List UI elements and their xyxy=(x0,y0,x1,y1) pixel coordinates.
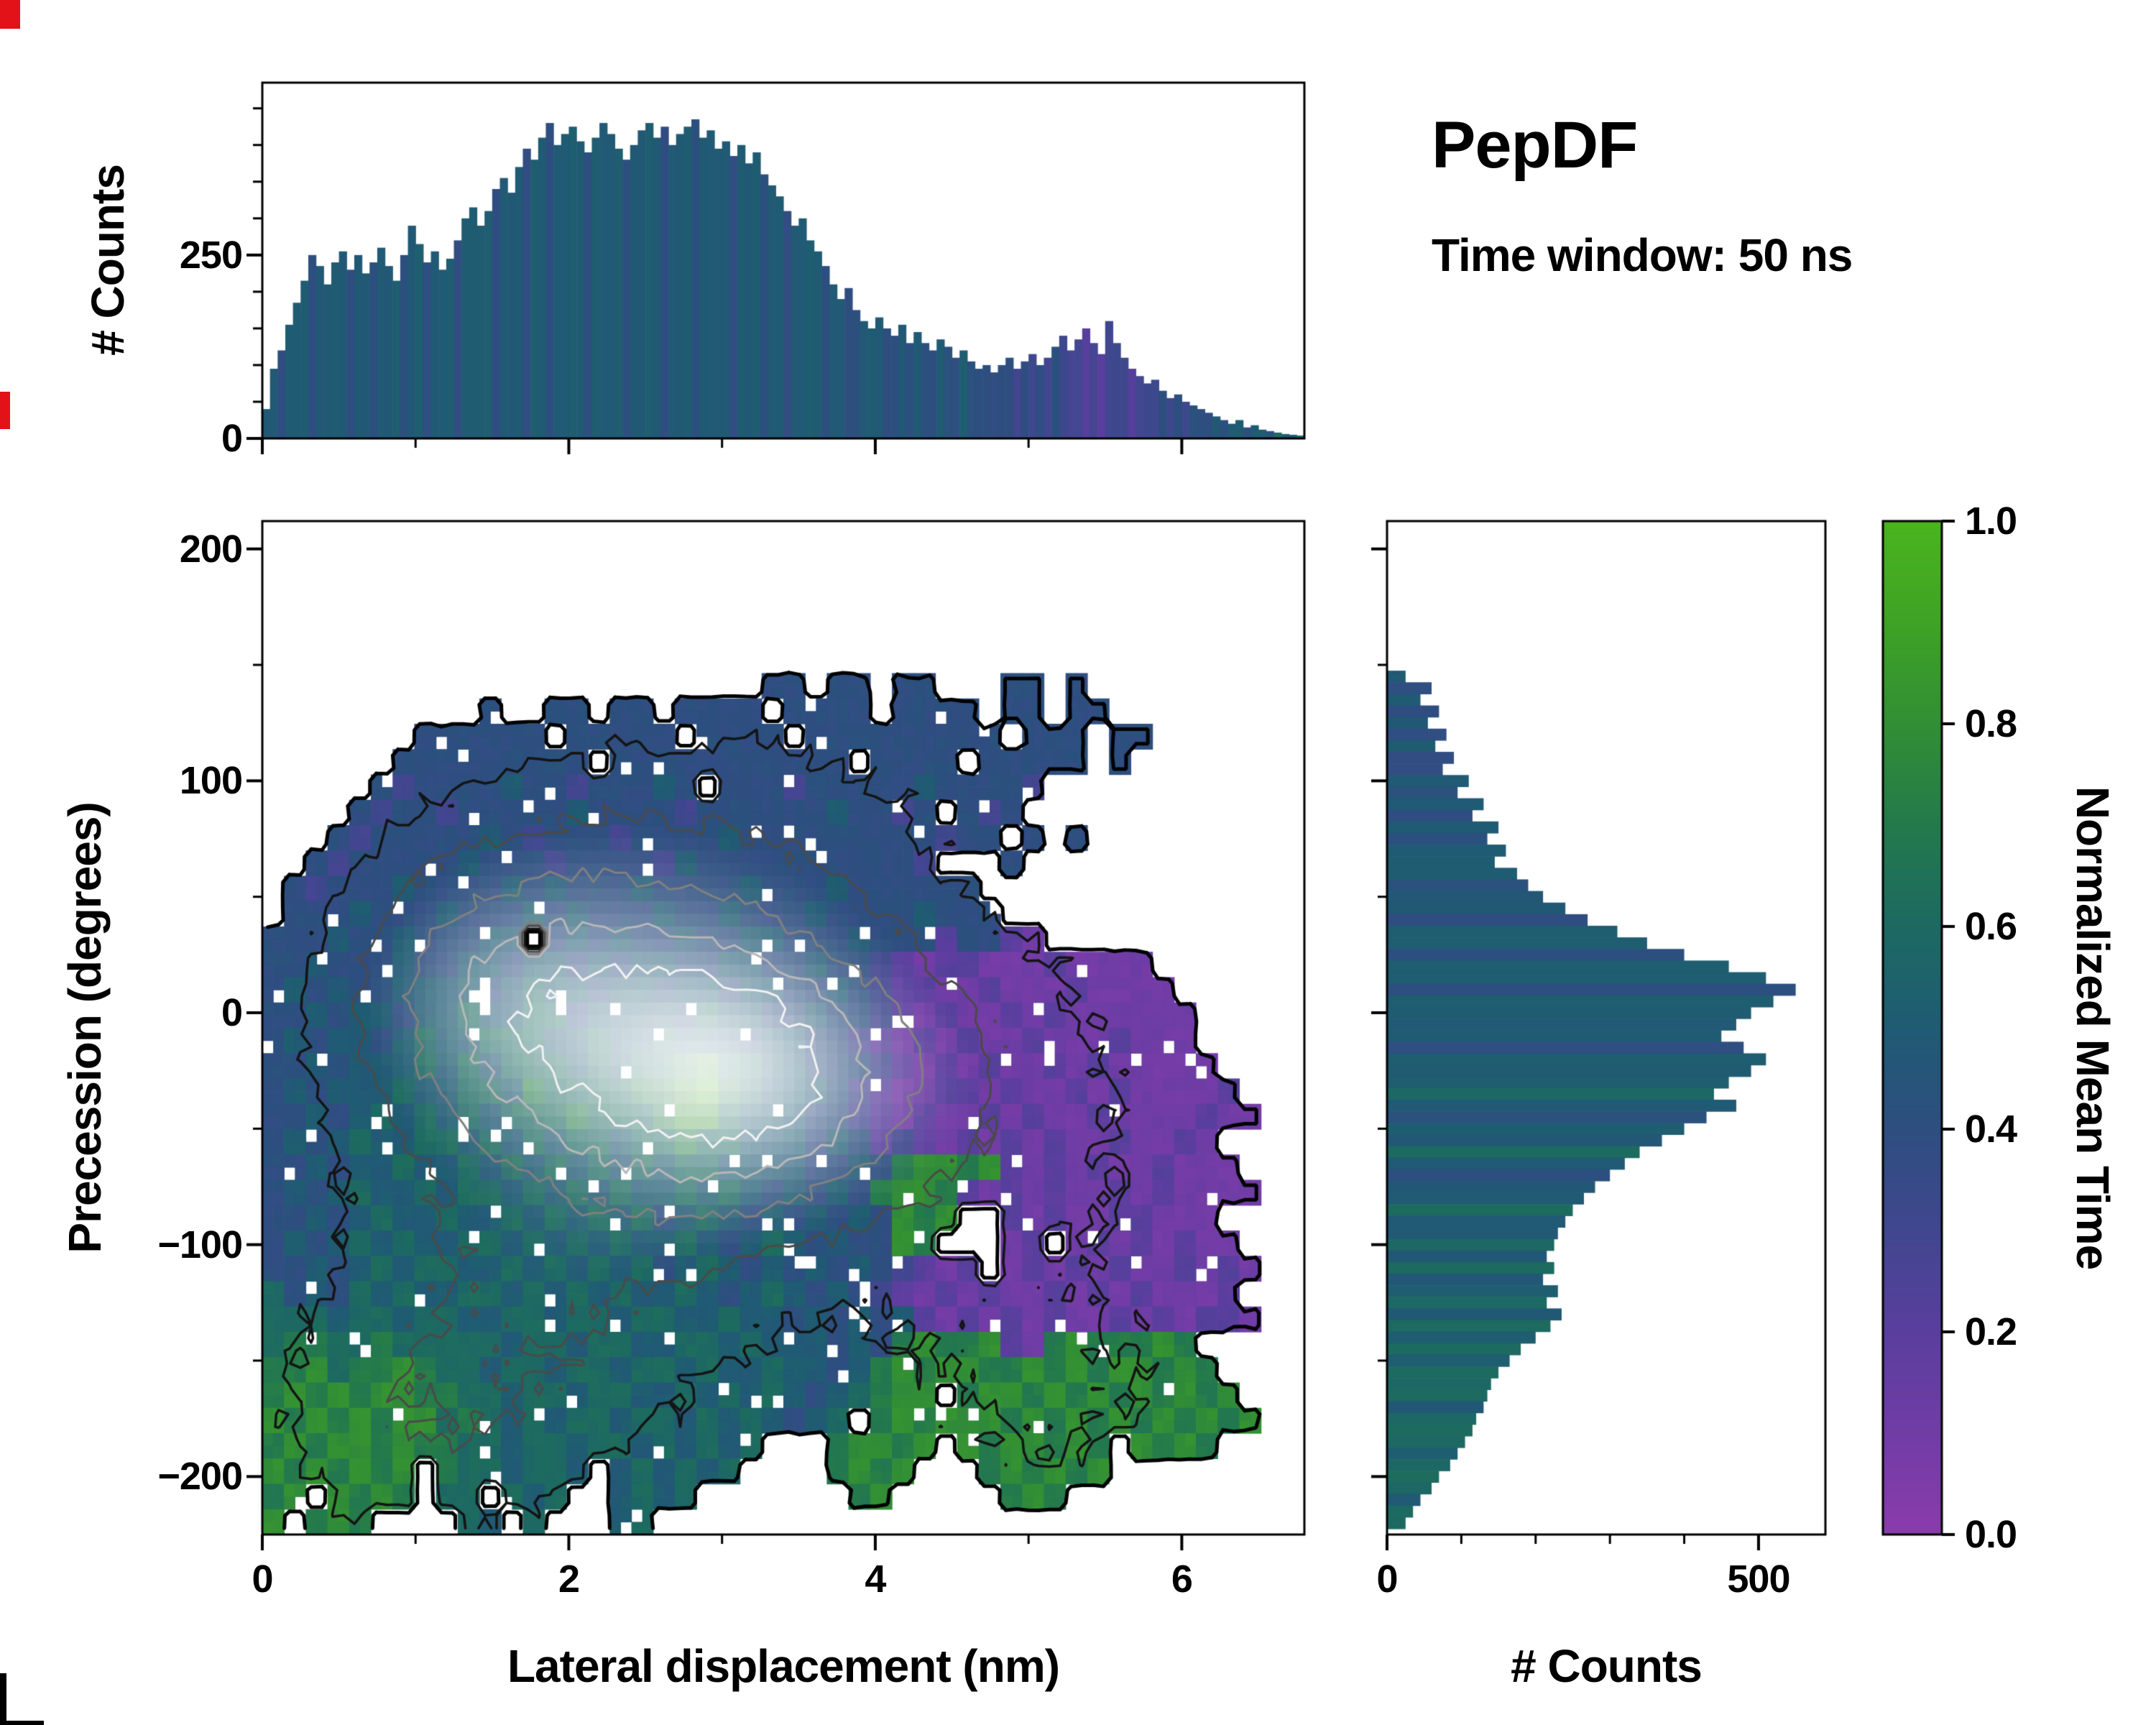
tick-label: 0.6 xyxy=(1965,905,2017,948)
main-xlabel: Lateral displacement (nm) xyxy=(507,1640,1060,1692)
tick-label: 1.0 xyxy=(1965,500,2017,543)
tick-label: 4 xyxy=(865,1558,886,1601)
tick-label: 0.8 xyxy=(1965,702,2017,745)
tick-label: 200 xyxy=(179,527,243,571)
tick-label: 0.0 xyxy=(1965,1513,2017,1556)
plot-subtitle: Time window: 50 ns xyxy=(1432,229,1853,281)
tick-label: 500 xyxy=(1727,1558,1790,1601)
top-hist-ylabel: # Counts xyxy=(82,165,134,356)
tick-label: 0 xyxy=(221,991,243,1035)
tick-label: 0 xyxy=(221,417,243,460)
tick-label: 0.4 xyxy=(1965,1108,2017,1151)
colorbar-label: Normalized Mean Time xyxy=(2067,786,2119,1270)
tick-label: 2 xyxy=(558,1558,580,1601)
tick-label: 250 xyxy=(179,233,243,277)
tick-label: −200 xyxy=(157,1455,243,1499)
screenshot-artifact-left-edge xyxy=(0,392,10,429)
tick-label: −100 xyxy=(157,1223,243,1266)
tick-label: 6 xyxy=(1171,1558,1193,1601)
screenshot-artifact-bottom-left xyxy=(0,1673,44,1725)
tick-label: 0.2 xyxy=(1965,1310,2017,1353)
tick-label: 100 xyxy=(179,759,243,803)
main-ylabel: Precession (degrees) xyxy=(59,802,111,1254)
plot-title: PepDF xyxy=(1432,109,1638,182)
screenshot-artifact-top-left xyxy=(0,0,20,29)
tick-label: 0 xyxy=(252,1558,273,1601)
tick-label: 0 xyxy=(1376,1558,1398,1601)
right-hist-xlabel: # Counts xyxy=(1511,1640,1703,1692)
